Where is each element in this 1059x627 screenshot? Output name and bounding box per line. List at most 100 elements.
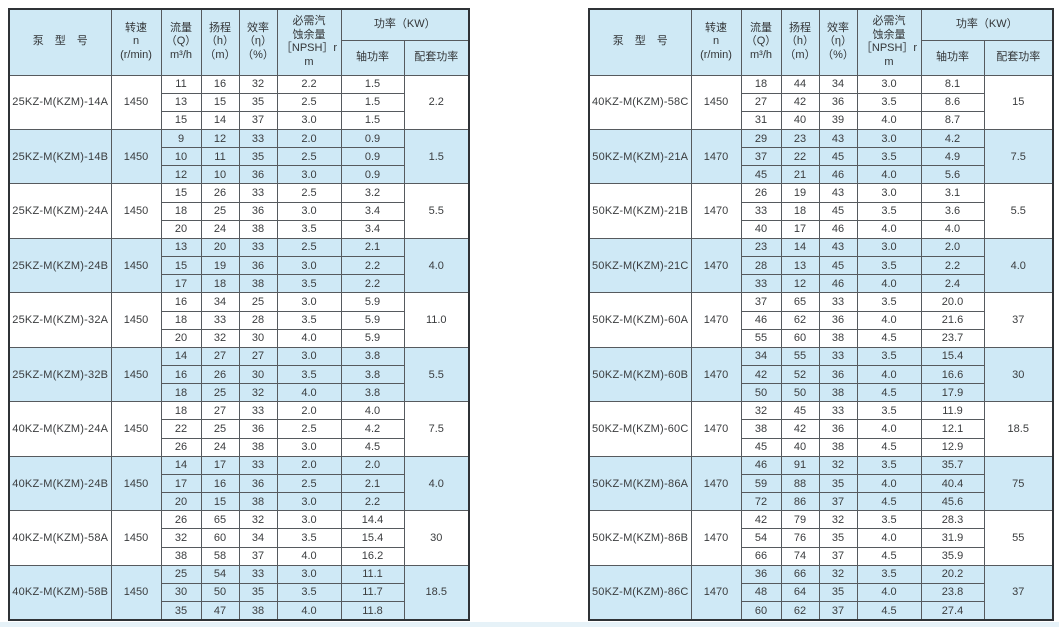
efficiency-value: 34 <box>238 528 278 548</box>
efficiency-value: 45 <box>818 201 858 221</box>
npsh-value: 4.5 <box>856 546 922 566</box>
efficiency-value: 38 <box>238 274 278 294</box>
speed-cell: 1470 <box>690 510 742 566</box>
col-header-speed: 转速 n (r/min) <box>690 8 742 76</box>
head-value: 14 <box>200 110 240 130</box>
shaft-power-value: 20.2 <box>920 564 985 584</box>
flow-value: 29 <box>740 128 782 149</box>
pump-spec-table-right: 泵 型 号 转速 n (r/min) 流量 （Q） m³/h 扬程 （h） （m… <box>588 8 1055 621</box>
npsh-value: 3.5 <box>856 147 922 167</box>
shaft-power-value: 16.2 <box>340 546 405 566</box>
head-value: 24 <box>200 437 240 457</box>
flow-value: 33 <box>740 274 782 294</box>
table-row: 48 64 35 4.0 23.8 <box>589 582 1053 603</box>
efficiency-value: 37 <box>818 546 858 566</box>
pump-spec-table-left: 泵 型 号 转速 n (r/min) 流量 （Q） m³/h 扬程 （h） （m… <box>8 8 471 621</box>
efficiency-value: 35 <box>238 582 278 603</box>
pump-model-cell: 25KZ-M(KZM)-14B <box>8 128 112 185</box>
npsh-value: 4.5 <box>856 383 922 403</box>
pump-model-cell: 50KZ-M(KZM)-21C <box>588 237 692 294</box>
table-row: 20 15 38 3.0 2.2 <box>9 492 469 512</box>
flow-value: 22 <box>160 419 202 439</box>
head-value: 19 <box>200 256 240 276</box>
pump-model-cell: 25KZ-M(KZM)-14A <box>8 74 112 130</box>
shaft-power-value: 15.4 <box>340 528 405 548</box>
config-power-cell: 2.2 <box>403 74 470 130</box>
shaft-power-value: 45.6 <box>920 492 985 512</box>
npsh-value: 3.0 <box>856 74 922 94</box>
efficiency-value: 34 <box>818 74 858 94</box>
head-value: 27 <box>200 346 240 367</box>
npsh-value: 4.0 <box>276 601 342 621</box>
npsh-value: 3.5 <box>276 582 342 603</box>
speed-cell: 1470 <box>690 564 742 621</box>
head-value: 88 <box>780 473 820 494</box>
pump-model-cell: 50KZ-M(KZM)-60C <box>588 401 692 457</box>
efficiency-value: 38 <box>238 492 278 512</box>
table-row: 33 12 46 4.0 2.4 <box>589 274 1053 294</box>
shaft-power-value: 3.6 <box>920 201 985 221</box>
npsh-value: 3.0 <box>276 437 342 457</box>
efficiency-value: 32 <box>238 383 278 403</box>
table-row: 50KZ-M(KZM)-86B 1470 42 79 32 3.5 28.3 55 <box>588 510 1054 566</box>
shaft-power-value: 27.4 <box>920 601 985 621</box>
flow-value: 38 <box>160 546 202 566</box>
head-value: 26 <box>200 183 240 203</box>
flow-value: 46 <box>740 455 782 475</box>
efficiency-value: 36 <box>818 310 858 330</box>
efficiency-value: 35 <box>238 92 278 112</box>
efficiency-value: 36 <box>238 256 278 276</box>
table-row: 28 13 45 3.5 2.2 <box>589 256 1053 276</box>
table-row: 25KZ-M(KZM)-24A 1450 15 26 33 2.5 3.2 5.5 <box>8 183 470 239</box>
npsh-value: 3.0 <box>276 510 342 530</box>
table-row: 60 62 37 4.5 27.4 <box>589 601 1053 621</box>
npsh-value: 2.5 <box>276 237 342 258</box>
npsh-value: 4.0 <box>856 219 922 239</box>
shaft-power-value: 2.2 <box>920 256 985 276</box>
table-row: 45 21 46 4.0 5.6 <box>589 165 1053 185</box>
table-row: 50 50 38 4.5 17.9 <box>589 383 1053 403</box>
npsh-value: 4.0 <box>856 473 922 494</box>
config-power-cell: 11.0 <box>403 292 470 348</box>
col-header-pump-model: 泵 型 号 <box>8 8 112 76</box>
npsh-value: 4.5 <box>856 328 922 348</box>
table-row: 46 62 36 4.0 21.6 <box>589 310 1053 330</box>
efficiency-value: 46 <box>818 274 858 294</box>
flow-value: 18 <box>740 74 782 94</box>
flow-value: 15 <box>160 183 202 203</box>
col-header-efficiency: 效率 （η） （%） <box>818 8 858 76</box>
pump-model-cell: 50KZ-M(KZM)-60A <box>588 292 692 348</box>
shaft-power-value: 2.1 <box>340 237 405 258</box>
head-value: 58 <box>200 546 240 566</box>
config-power-cell: 5.5 <box>403 346 470 403</box>
head-value: 86 <box>780 492 820 512</box>
head-value: 21 <box>780 165 820 185</box>
efficiency-value: 38 <box>818 328 858 348</box>
table-row: 10 11 35 2.5 0.9 <box>9 147 469 167</box>
npsh-value: 2.5 <box>276 183 342 203</box>
shaft-power-value: 35.7 <box>920 455 985 475</box>
shaft-power-value: 4.0 <box>920 219 985 239</box>
shaft-power-value: 2.1 <box>340 473 405 494</box>
col-header-head: 扬程 （h） （m） <box>200 8 240 76</box>
head-value: 11 <box>200 147 240 167</box>
efficiency-value: 37 <box>238 110 278 130</box>
flow-value: 32 <box>160 528 202 548</box>
speed-cell: 1450 <box>110 128 162 185</box>
npsh-value: 4.0 <box>276 546 342 566</box>
flow-value: 37 <box>740 292 782 312</box>
head-value: 55 <box>780 346 820 367</box>
efficiency-value: 36 <box>818 92 858 112</box>
efficiency-value: 39 <box>818 110 858 130</box>
efficiency-value: 33 <box>238 455 278 475</box>
shaft-power-value: 2.2 <box>340 492 405 512</box>
efficiency-value: 45 <box>818 256 858 276</box>
speed-cell: 1450 <box>110 455 162 512</box>
col-header-flow: 流量 （Q） m³/h <box>740 8 782 76</box>
npsh-value: 3.5 <box>856 346 922 367</box>
shaft-power-value: 11.8 <box>340 601 405 621</box>
efficiency-value: 35 <box>818 528 858 548</box>
head-value: 66 <box>780 564 820 584</box>
npsh-value: 3.5 <box>276 219 342 239</box>
head-value: 24 <box>200 219 240 239</box>
